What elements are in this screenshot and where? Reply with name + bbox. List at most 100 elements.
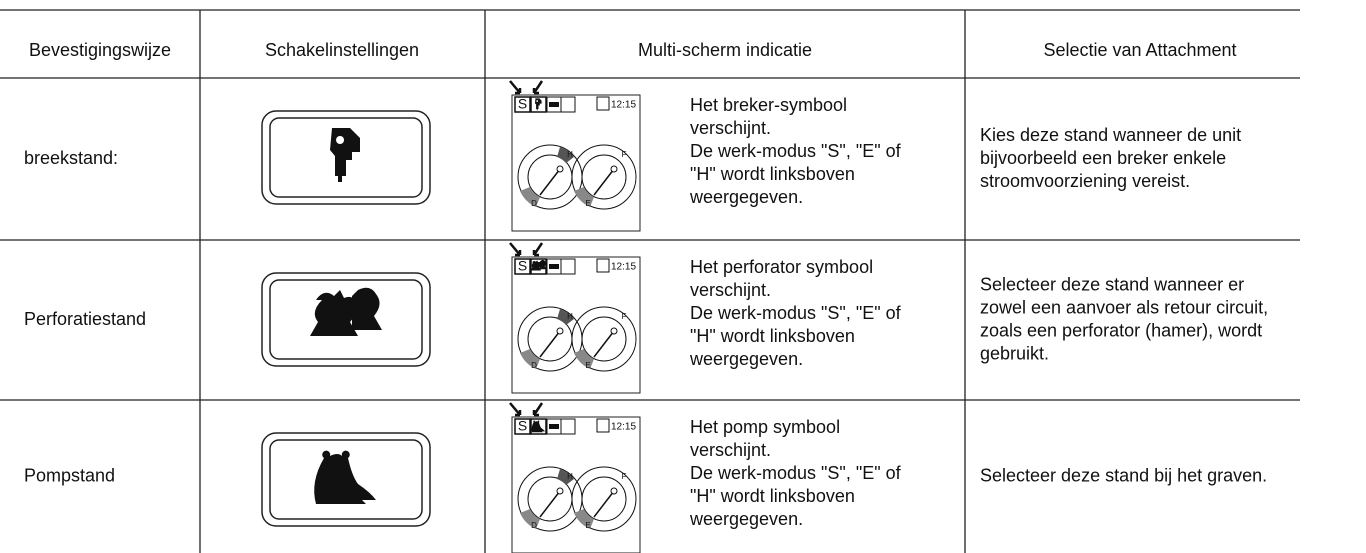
needle-hub	[610, 165, 618, 173]
clock-box	[596, 418, 610, 433]
needle-hub	[610, 327, 618, 335]
indication-line: De werk-modus "S", "E" of	[690, 141, 902, 161]
header-cell: Selectie van Attachment	[1043, 40, 1236, 60]
indication-line: Het breker-symbool	[690, 95, 847, 115]
indication-line: "H" wordt linksboven	[690, 164, 855, 184]
gauge-label: H	[567, 472, 573, 481]
indication-line: verschijnt.	[690, 440, 771, 460]
gauge-label: F	[622, 312, 627, 321]
gauge-label: D	[531, 199, 537, 208]
display-time: 12:15	[611, 262, 636, 273]
gauge-label: F	[622, 472, 627, 481]
multi-display: S 12:15 H D F E	[509, 242, 641, 394]
clock-box	[596, 96, 610, 111]
mode-box	[514, 258, 531, 275]
mode-box	[514, 96, 531, 113]
multi-display: S 12:15 H D F E	[509, 80, 641, 232]
gauge-band-top	[557, 469, 574, 485]
switch-inner	[269, 279, 423, 360]
needle	[593, 168, 615, 196]
switch-frame	[261, 272, 431, 367]
indication-line: "H" wordt linksboven	[690, 486, 855, 506]
selection-line: Selecteer deze stand wanneer er	[980, 274, 1244, 294]
drop-box	[560, 418, 576, 435]
arrow	[509, 80, 544, 95]
gauge-inner	[581, 476, 627, 522]
gauge-band-top	[557, 309, 574, 325]
switch-frame	[261, 110, 431, 205]
drop-box	[560, 258, 576, 275]
needle	[593, 490, 615, 518]
gauge-band	[520, 187, 540, 207]
travel-icon	[549, 424, 559, 429]
gauge	[571, 306, 637, 372]
mode-box	[514, 418, 531, 435]
travel-icon	[549, 102, 559, 107]
gauge-band-top	[557, 147, 574, 163]
gauge	[571, 144, 637, 210]
header-cell: Multi-scherm indicatie	[638, 40, 812, 60]
needle	[539, 490, 561, 518]
needle-hub	[556, 165, 564, 173]
switch-icon	[314, 450, 376, 504]
header-cell: Bevestigingswijze	[29, 40, 171, 60]
indication-line: verschijnt.	[690, 280, 771, 300]
gauge-label: D	[531, 521, 537, 530]
gauge-band	[574, 187, 594, 207]
arrow	[509, 402, 544, 417]
indication-line: Het perforator symbool	[690, 257, 873, 277]
selection-line: stroomvoorziening vereist.	[980, 171, 1190, 191]
display-frame	[511, 94, 641, 232]
switch-icon	[330, 128, 360, 182]
gauge-inner	[581, 316, 627, 362]
attachment-mini	[531, 420, 546, 433]
indication-line: De werk-modus "S", "E" of	[690, 303, 902, 323]
header-cell: Schakelinstellingen	[265, 40, 419, 60]
display-frame	[511, 256, 641, 394]
gauge-label: E	[585, 521, 590, 530]
indication-line: Het pomp symbool	[690, 417, 840, 437]
mode-label: Pompstand	[24, 465, 115, 485]
clock-box	[596, 258, 610, 273]
display-time: 12:15	[611, 422, 636, 433]
gauge-inner	[581, 154, 627, 200]
display-mode: S	[518, 96, 527, 112]
switch-icon	[310, 287, 382, 336]
indication-line: "H" wordt linksboven	[690, 326, 855, 346]
gauge-band	[520, 509, 540, 529]
needle	[539, 168, 561, 196]
gauge	[571, 466, 637, 532]
indication-line: weergegeven.	[689, 187, 803, 207]
indication-line: weergegeven.	[689, 349, 803, 369]
selection-line: zoals een perforator (hamer), wordt	[980, 320, 1262, 340]
indication-line: De werk-modus "S", "E" of	[690, 463, 902, 483]
attachment-mini	[534, 98, 542, 111]
selection-line: zowel een aanvoer als retour circuit,	[980, 297, 1268, 317]
selection-line: bijvoorbeeld een breker enkele	[980, 148, 1226, 168]
mode-label: Perforatiestand	[24, 309, 146, 329]
drop-box	[560, 96, 576, 113]
selection-line: Kies deze stand wanneer de unit	[980, 125, 1241, 145]
selection-line: Selecteer deze stand bij het graven.	[980, 465, 1267, 485]
switch-frame	[261, 432, 431, 527]
multi-display: S 12:15 H D F E	[509, 402, 641, 553]
gauge-label: H	[567, 150, 573, 159]
gauge-band	[520, 349, 540, 369]
gauge-label: E	[585, 361, 590, 370]
needle-hub	[556, 487, 564, 495]
selection-line: gebruikt.	[980, 343, 1049, 363]
gauge-label: F	[622, 150, 627, 159]
switch-inner	[269, 439, 423, 520]
needle-hub	[610, 487, 618, 495]
display-time: 12:15	[611, 100, 636, 111]
mode-label: breekstand:	[24, 148, 118, 168]
attachment-mini	[530, 259, 547, 271]
gauge-label: E	[585, 199, 590, 208]
table-lines	[0, 9, 1300, 553]
indication-line: verschijnt.	[690, 118, 771, 138]
gauge-band	[574, 349, 594, 369]
travel-icon	[549, 264, 559, 269]
needle	[539, 330, 561, 358]
